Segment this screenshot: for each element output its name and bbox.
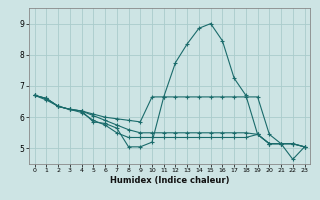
X-axis label: Humidex (Indice chaleur): Humidex (Indice chaleur) [110, 176, 229, 185]
